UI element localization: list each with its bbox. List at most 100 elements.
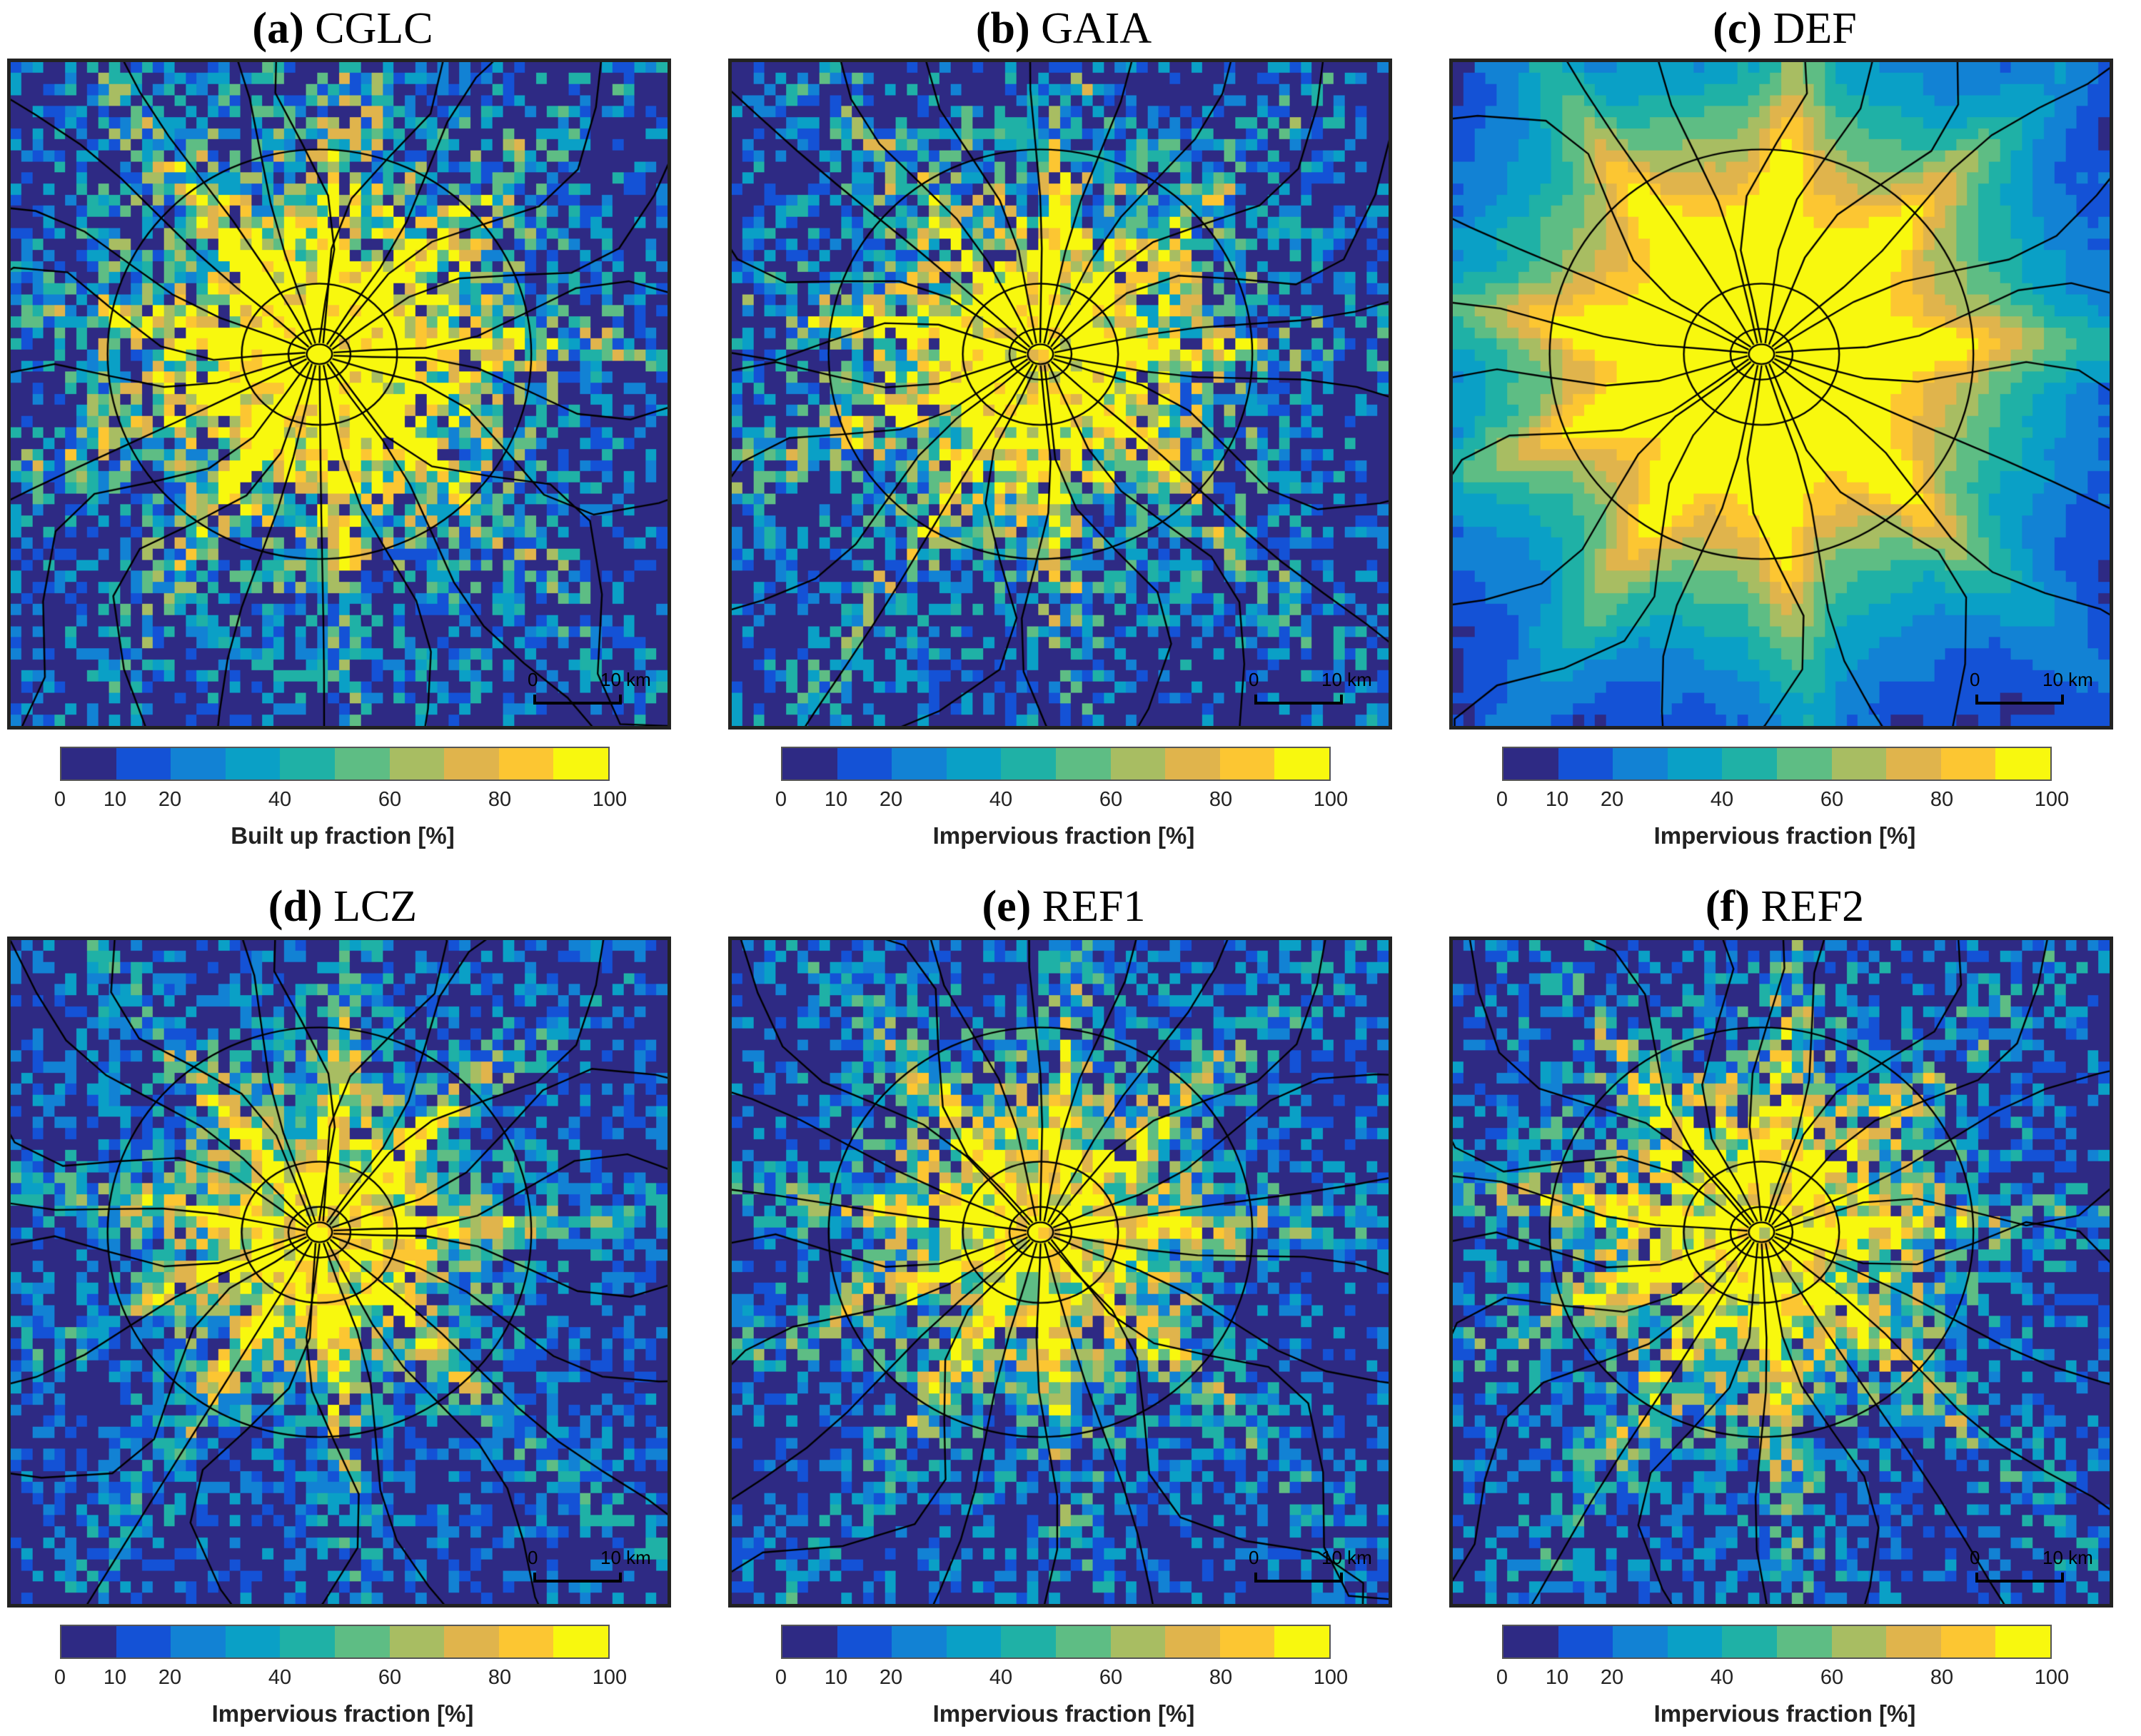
colorbar-tick-label: 0 (775, 1666, 787, 1689)
colorbar-segment (1995, 1626, 2050, 1657)
colorbar-tick-label: 40 (1710, 1666, 1734, 1689)
colorbar-segment (946, 1626, 1002, 1657)
colorbar-tick-label: 100 (1313, 788, 1349, 811)
map-panel-cglc: (a) CGLC 0 10 km 0 10 20 40 60 80 100 Built up… (0, 0, 685, 857)
colorbar-tick-label: 100 (2034, 788, 2070, 811)
map-frame: 0 10 km (728, 59, 1392, 730)
panel-name: REF2 (1760, 882, 1865, 931)
colorbar-segment (171, 748, 226, 779)
colorbar-tick-label: 20 (158, 1666, 182, 1689)
colorbar-segment (1274, 1626, 1329, 1657)
map-frame: 0 10 km (7, 59, 671, 730)
colorbar-segment (1165, 748, 1220, 779)
scale-bar: 0 10 km (1249, 1547, 1372, 1590)
colorbar-segment (1776, 1626, 1832, 1657)
colorbar-ticks: 0 10 20 40 60 80 100 (54, 788, 627, 817)
scale-bar: 0 10 km (1970, 1547, 2093, 1590)
scale-bar-line (1975, 695, 2064, 705)
scale-end-label: 10 km (600, 1547, 651, 1568)
colorbar-segment (280, 1626, 335, 1657)
colorbar-segment (444, 748, 499, 779)
colorbar-label: Impervious fraction [%] (211, 1700, 474, 1727)
colorbar-tick-label: 100 (592, 1666, 628, 1689)
colorbar-segment (1613, 1626, 1668, 1657)
colorbar-segment (334, 748, 390, 779)
panel-letter: (f) (1705, 882, 1750, 931)
colorbar-ticks: 0 10 20 40 60 80 100 (775, 1666, 1348, 1695)
colorbar-tick-label: 20 (1600, 1666, 1624, 1689)
panel-letter: (b) (975, 4, 1030, 53)
panel-letter: (a) (252, 4, 304, 53)
colorbar-segment (389, 748, 445, 779)
colorbar-segment (1274, 748, 1329, 779)
colorbar-tick-label: 10 (824, 1666, 848, 1689)
colorbar-segment (1001, 1626, 1056, 1657)
scale-end-label: 10 km (2042, 669, 2093, 690)
colorbar-tick-label: 10 (103, 1666, 127, 1689)
map-frame: 0 10 km (1449, 59, 2113, 730)
fraction-raster (11, 62, 668, 726)
scale-end-label: 10 km (600, 669, 651, 690)
colorbar-tick-label: 60 (378, 1666, 402, 1689)
panel-title: (d) LCZ (0, 878, 685, 935)
colorbar-segment (1219, 1626, 1275, 1657)
colorbar-label: Impervious fraction [%] (932, 822, 1195, 849)
colorbar-segment (1558, 1626, 1613, 1657)
colorbar-segment (1503, 748, 1558, 779)
colorbar-tick-label: 40 (268, 1666, 292, 1689)
colorbar-tick-label: 10 (824, 788, 848, 811)
panel-name: GAIA (1041, 4, 1152, 53)
colorbar-tick-label: 0 (1496, 1666, 1508, 1689)
colorbar-segment (1055, 748, 1111, 779)
colorbar-tick-label: 60 (1099, 1666, 1123, 1689)
panel-title: (c) DEF (1442, 0, 2127, 57)
colorbar-ticks: 0 10 20 40 60 80 100 (775, 788, 1348, 817)
panel-name: REF1 (1042, 882, 1146, 931)
colorbar-tick-label: 10 (103, 788, 127, 811)
colorbar-segment (1613, 748, 1668, 779)
map-panel-ref2: (f) REF2 0 10 km 0 10 20 40 60 80 100 Impervio… (1442, 878, 2127, 1735)
colorbar (60, 1625, 610, 1659)
fraction-raster (1453, 62, 2110, 726)
panel-letter: (c) (1713, 4, 1763, 53)
colorbar-segment (892, 1626, 947, 1657)
colorbar-segment (1831, 1626, 1887, 1657)
colorbar-segment (334, 1626, 390, 1657)
colorbar-segment (1831, 748, 1887, 779)
fraction-raster (11, 940, 668, 1604)
scale-bar-line (1254, 695, 1343, 705)
panel-title: (a) CGLC (0, 0, 685, 57)
scale-bar: 0 10 km (528, 1547, 651, 1590)
colorbar-segment (1667, 748, 1723, 779)
colorbar-segment (837, 1626, 892, 1657)
colorbar-ticks: 0 10 20 40 60 80 100 (54, 1666, 627, 1695)
fraction-raster (732, 62, 1389, 726)
colorbar-tick-label: 20 (158, 788, 182, 811)
colorbar-segment (1110, 1626, 1166, 1657)
colorbar-segment (225, 1626, 281, 1657)
colorbar-segment (171, 1626, 226, 1657)
colorbar-segment (946, 748, 1002, 779)
colorbar-ticks: 0 10 20 40 60 80 100 (1496, 1666, 2069, 1695)
colorbar-tick-label: 40 (1710, 788, 1734, 811)
colorbar-segment (782, 748, 837, 779)
scale-bar: 0 10 km (528, 669, 651, 712)
colorbar-label: Impervious fraction [%] (932, 1700, 1195, 1727)
colorbar-tick-label: 80 (488, 1666, 512, 1689)
map-panel-ref1: (e) REF1 0 10 km 0 10 20 40 60 80 100 Impervio… (721, 878, 1406, 1735)
colorbar-segment (1055, 1626, 1111, 1657)
colorbar-tick-label: 20 (879, 788, 903, 811)
panel-title: (b) GAIA (721, 0, 1406, 57)
colorbar-tick-label: 40 (989, 788, 1013, 811)
colorbar-segment (1886, 1626, 1941, 1657)
colorbar-segment (1940, 748, 1996, 779)
colorbar-segment (1219, 748, 1275, 779)
panel-name: CGLC (315, 4, 433, 53)
scale-start-label: 0 (528, 1547, 538, 1568)
colorbar-segment (1667, 1626, 1723, 1657)
colorbar-segment (1110, 748, 1166, 779)
colorbar-tick-label: 60 (1820, 1666, 1844, 1689)
scale-bar: 0 10 km (1970, 669, 2093, 712)
colorbar-segment (1001, 748, 1056, 779)
colorbar-tick-label: 100 (592, 788, 628, 811)
